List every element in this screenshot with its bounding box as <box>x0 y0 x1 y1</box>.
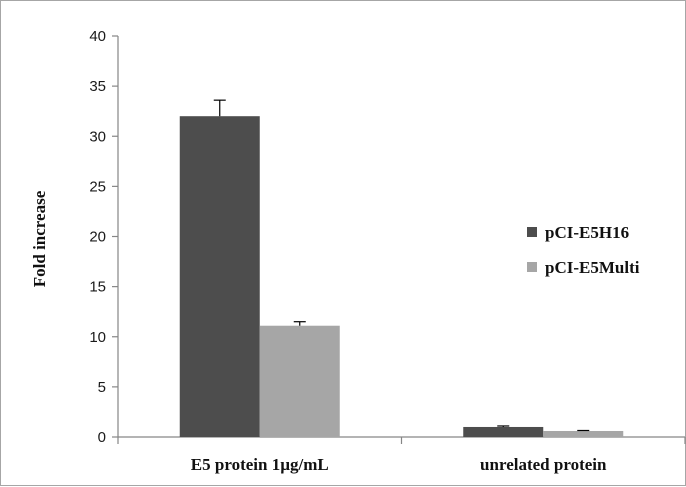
x-category-label: E5 protein 1µg/mL <box>191 455 329 474</box>
y-tick-label: 40 <box>89 28 106 45</box>
x-category-label: unrelated protein <box>480 455 607 474</box>
y-tick-label: 35 <box>89 78 106 95</box>
y-tick-label: 0 <box>98 429 106 446</box>
y-tick-label: 25 <box>89 178 106 195</box>
y-tick-label: 20 <box>89 229 106 246</box>
bar <box>259 325 340 437</box>
bar <box>543 430 624 437</box>
y-tick-label: 15 <box>89 279 106 296</box>
y-tick-label: 10 <box>89 329 106 346</box>
y-tick-label: 30 <box>89 128 106 145</box>
legend: pCI-E5H16 pCI-E5Multi <box>527 223 640 277</box>
legend-label: pCI-E5H16 <box>545 223 629 242</box>
y-axis-title: Fold increase <box>30 190 49 287</box>
legend-swatch <box>527 227 537 237</box>
y-tick-label: 5 <box>98 379 106 396</box>
legend-swatch <box>527 262 537 272</box>
bars <box>179 99 624 437</box>
bar <box>179 116 260 437</box>
legend-label: pCI-E5Multi <box>545 258 640 277</box>
labels: 0 5 10 15 20 25 30 35 40 E5 protein 1µg/mL unrelat… <box>89 28 607 474</box>
bar <box>463 426 544 437</box>
